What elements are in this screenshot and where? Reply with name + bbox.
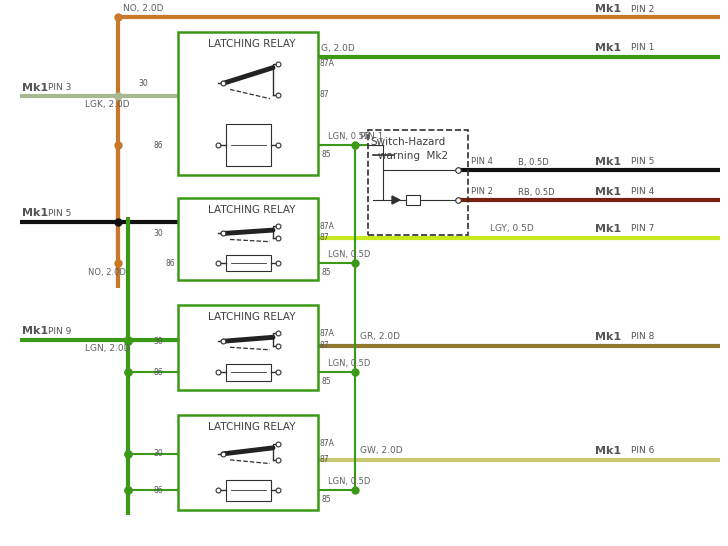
Text: 87A: 87A: [320, 440, 335, 448]
Text: Mk1: Mk1: [22, 83, 48, 93]
Text: 86: 86: [154, 141, 163, 150]
Text: PIN 1: PIN 1: [360, 132, 384, 141]
Text: GW, 2.0D: GW, 2.0D: [360, 446, 403, 455]
Text: Mk1: Mk1: [595, 157, 621, 167]
Text: Mk1: Mk1: [595, 332, 621, 342]
Text: LGK, 2.0D: LGK, 2.0D: [85, 99, 130, 109]
Bar: [178, 198, 318, 280]
Text: LGN, 0.5D: LGN, 0.5D: [328, 359, 371, 368]
Text: LGY, 0.5D: LGY, 0.5D: [490, 224, 534, 233]
Text: 30: 30: [154, 449, 163, 459]
Text: PIN 1: PIN 1: [631, 44, 654, 52]
Text: 30: 30: [154, 229, 163, 238]
Bar: [226, 364, 271, 381]
Bar: [178, 32, 318, 175]
Text: RB, 0.5D: RB, 0.5D: [518, 187, 555, 197]
Text: 30: 30: [138, 79, 148, 88]
Text: NO, 2.0D: NO, 2.0D: [88, 268, 126, 276]
Text: LATCHING RELAY: LATCHING RELAY: [208, 422, 296, 432]
Text: PIN 9: PIN 9: [48, 327, 71, 335]
Text: PIN 4: PIN 4: [471, 157, 493, 167]
Text: LATCHING RELAY: LATCHING RELAY: [208, 312, 296, 322]
Text: LGN, 0.5D: LGN, 0.5D: [328, 477, 371, 486]
Text: Mk1: Mk1: [595, 43, 621, 53]
Text: 87: 87: [320, 455, 330, 464]
Text: NO, 2.0D: NO, 2.0D: [123, 4, 164, 14]
Text: 85: 85: [321, 495, 331, 504]
Bar: [406, 195, 420, 205]
Text: PIN 7: PIN 7: [631, 224, 654, 233]
Text: 30: 30: [154, 337, 163, 346]
Text: Mk1: Mk1: [595, 446, 621, 455]
Text: 86: 86: [154, 368, 163, 377]
Bar: [226, 479, 271, 501]
Bar: [178, 305, 318, 390]
Text: warning  Mk2: warning Mk2: [378, 151, 448, 161]
Text: Mk1: Mk1: [22, 208, 48, 218]
Text: 87A: 87A: [320, 222, 335, 230]
Text: LGN, 2.0D: LGN, 2.0D: [85, 343, 130, 353]
Text: PIN 8: PIN 8: [631, 333, 654, 341]
Bar: [178, 415, 318, 510]
Text: G, 2.0D: G, 2.0D: [321, 44, 355, 52]
Text: Switch-Hazard: Switch-Hazard: [370, 137, 446, 147]
Text: 86: 86: [165, 258, 175, 268]
Text: 87A: 87A: [320, 59, 335, 68]
Text: 87A: 87A: [320, 329, 335, 338]
Bar: [226, 255, 271, 271]
Text: LATCHING RELAY: LATCHING RELAY: [208, 39, 296, 49]
Text: 85: 85: [321, 150, 331, 159]
Polygon shape: [392, 196, 400, 204]
Text: 85: 85: [321, 268, 331, 276]
Text: PIN 4: PIN 4: [631, 187, 654, 197]
Text: PIN 5: PIN 5: [48, 209, 71, 217]
Text: PIN 6: PIN 6: [631, 446, 654, 455]
Bar: [368, 130, 468, 235]
Bar: [226, 124, 271, 166]
Text: PIN 3: PIN 3: [48, 84, 71, 92]
Text: B, 0.5D: B, 0.5D: [518, 157, 549, 167]
Text: 87: 87: [320, 341, 330, 351]
Text: Mk1: Mk1: [595, 224, 621, 234]
Text: 85: 85: [321, 377, 331, 386]
Text: PIN 2: PIN 2: [631, 4, 654, 14]
Text: Mk1: Mk1: [22, 326, 48, 336]
Text: LGN, 0.5D: LGN, 0.5D: [328, 250, 371, 258]
Text: LGN, 0.5D: LGN, 0.5D: [328, 132, 371, 141]
Text: 87: 87: [320, 233, 330, 242]
Text: 87: 87: [320, 90, 330, 99]
Text: LATCHING RELAY: LATCHING RELAY: [208, 205, 296, 215]
Text: GR, 2.0D: GR, 2.0D: [360, 333, 400, 341]
Text: PIN 5: PIN 5: [631, 157, 654, 167]
Text: PIN 2: PIN 2: [471, 187, 493, 197]
Text: Mk1: Mk1: [595, 187, 621, 197]
Text: 86: 86: [154, 486, 163, 495]
Text: Mk1: Mk1: [595, 4, 621, 14]
